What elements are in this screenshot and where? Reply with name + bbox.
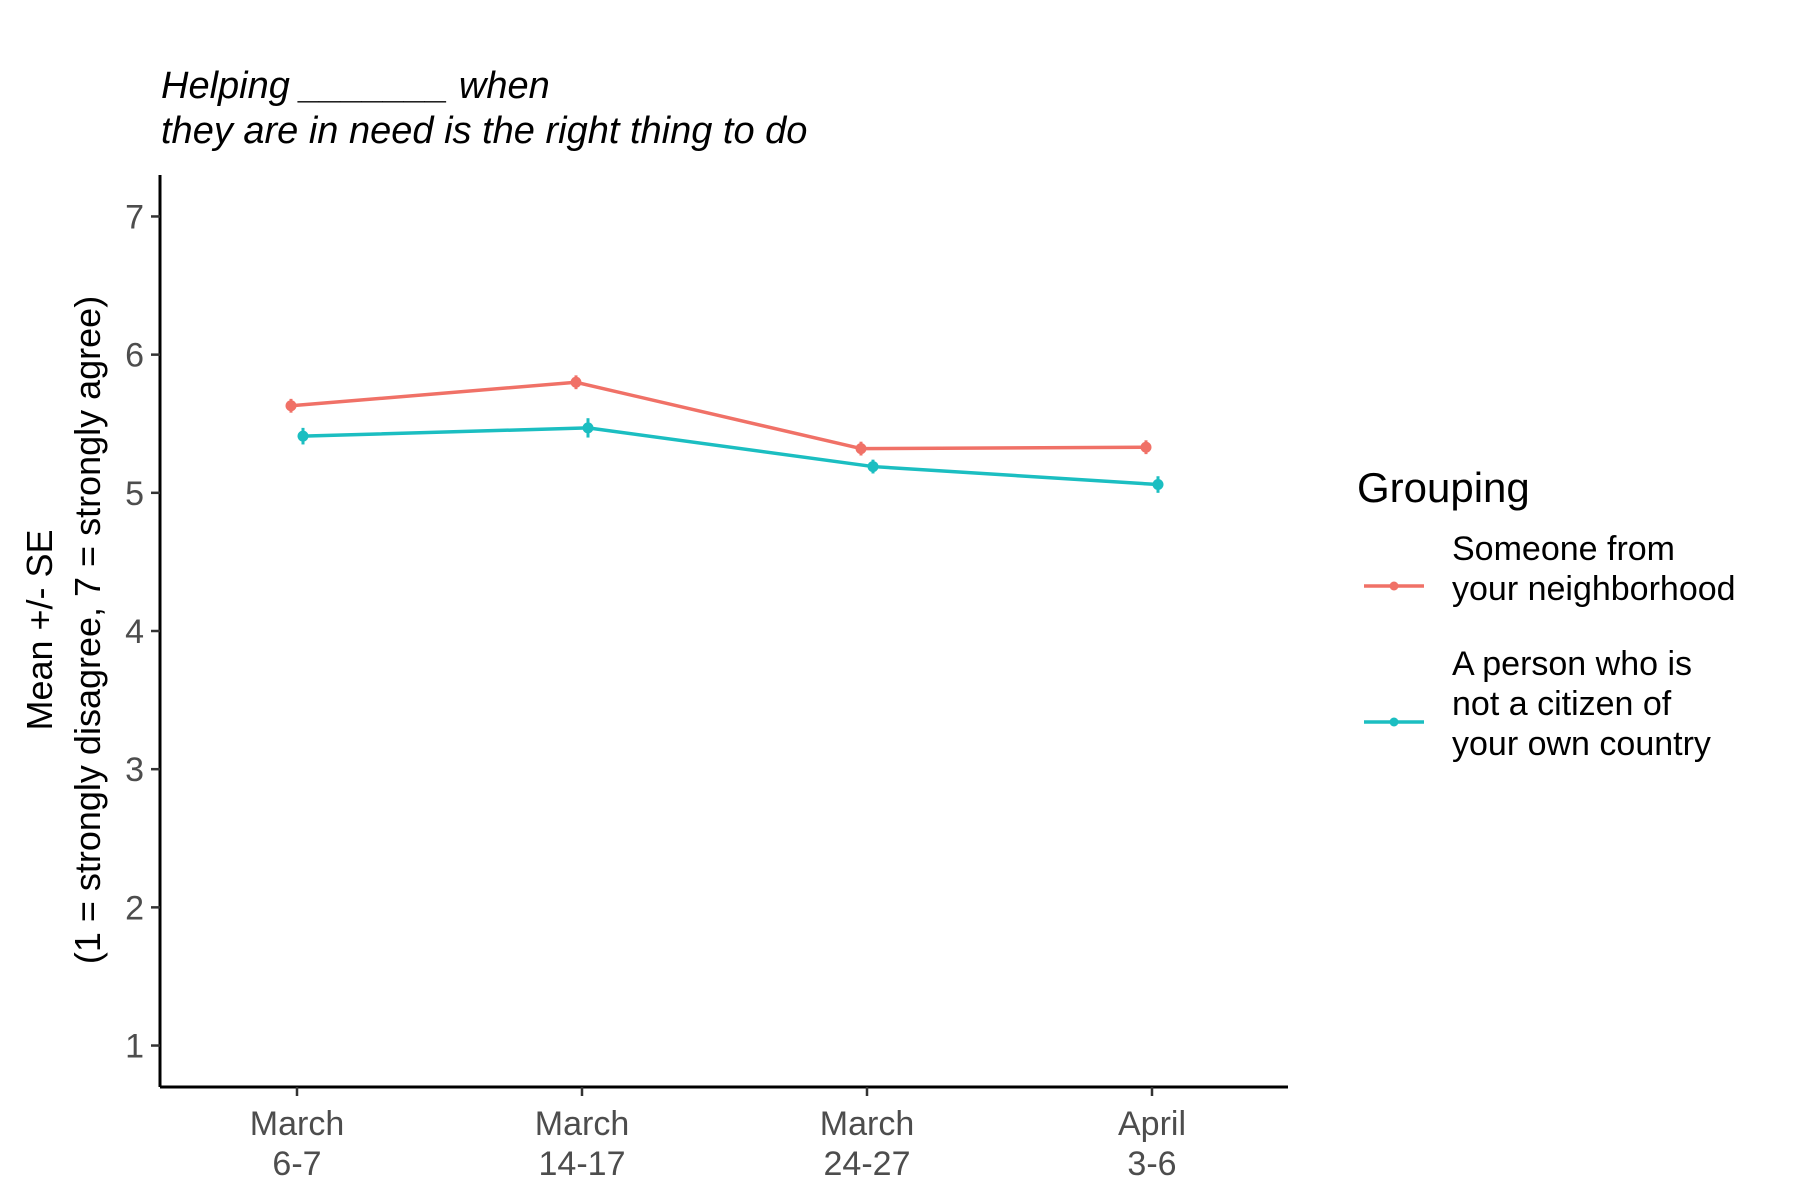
series-line: [290, 380, 1147, 451]
legend-key-point: [1389, 581, 1399, 591]
axes: 1 2 3 4 5 6 7 March 6-7 March 14-17 March 24-27 April…: [125, 175, 1288, 1183]
y-tick-label: 2: [125, 889, 144, 927]
y-axis-label-line-1: Mean +/- SE: [19, 529, 60, 730]
x-tick-label: March 6-7: [250, 1105, 344, 1183]
x-tick-label: April 3-6: [1118, 1105, 1186, 1183]
y-tick-label: 1: [125, 1028, 144, 1066]
y-tick-label: 4: [125, 613, 144, 651]
y-tick-label: 7: [125, 198, 144, 236]
data-point: [297, 430, 309, 442]
y-axis-label-line-2: (1 = strongly disagree, 7 = strongly agr…: [67, 296, 108, 964]
data-point: [1152, 479, 1164, 491]
data-point: [582, 422, 594, 434]
x-tick-label: March 24-27: [820, 1105, 914, 1183]
legend-label: A person who is not a citizen of your own …: [1452, 645, 1711, 763]
legend-label: Someone from your neighborhood: [1452, 530, 1736, 608]
y-tick-label: 5: [125, 475, 144, 513]
data-point: [855, 443, 867, 455]
chart-title: Helping _______ when they are in need is…: [161, 65, 807, 152]
title-line-2: they are in need is the right thing to d…: [161, 110, 807, 152]
y-axis-label: Mean +/- SE (1 = strongly disagree, 7 = …: [19, 296, 108, 964]
series-line: [302, 426, 1159, 487]
data-point: [285, 400, 297, 412]
x-tick-label: March 14-17: [535, 1105, 629, 1183]
title-line-1: Helping _______ when: [161, 65, 550, 107]
y-tick-label: 3: [125, 751, 144, 789]
legend-title: Grouping: [1357, 464, 1530, 511]
data-point: [1140, 441, 1152, 453]
data-point: [867, 461, 879, 473]
legend: Grouping Someone from your neighborhood A …: [1357, 464, 1736, 763]
data-point: [570, 376, 582, 388]
plot-marks: [285, 375, 1164, 493]
y-tick-label: 6: [125, 337, 144, 375]
legend-key-point: [1389, 717, 1399, 727]
